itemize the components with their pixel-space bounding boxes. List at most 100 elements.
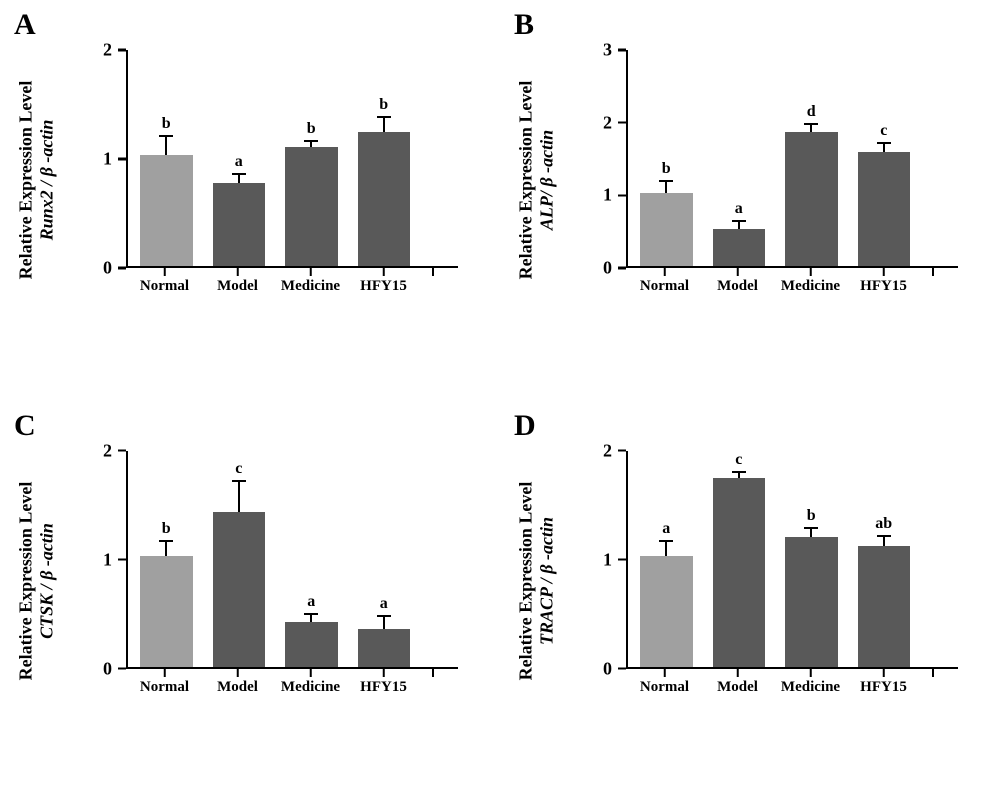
x-tick: HFY15 bbox=[857, 268, 910, 310]
bar bbox=[285, 622, 338, 666]
y-title-line2: ALP/ β -actin bbox=[536, 50, 557, 310]
sig-label: c bbox=[735, 451, 742, 469]
bar-slot: b bbox=[285, 50, 338, 266]
y-tick-label: 1 bbox=[103, 149, 114, 170]
error-cap bbox=[659, 180, 673, 182]
bar-slot: b bbox=[358, 50, 411, 266]
error-bar bbox=[383, 116, 385, 132]
x-tick: Medicine bbox=[284, 669, 337, 711]
x-tick-label: Medicine bbox=[781, 679, 840, 696]
panel-b: B Relative Expression Level ALP/ β -acti… bbox=[500, 0, 1000, 401]
bar-slot: a bbox=[640, 451, 693, 667]
panel-label-d: D bbox=[514, 409, 536, 443]
tick-mark bbox=[618, 667, 626, 670]
x-tick: Model bbox=[211, 669, 264, 711]
x-tick-label: Model bbox=[217, 679, 258, 696]
sig-label: b bbox=[307, 120, 316, 138]
x-tick-label: Model bbox=[717, 278, 758, 295]
error-cap bbox=[732, 220, 746, 222]
error-bar bbox=[165, 540, 167, 556]
panel-c: C Relative Expression Level CTSK / β -ac… bbox=[0, 401, 500, 801]
tick-mark bbox=[118, 49, 126, 52]
tick-mark bbox=[118, 667, 126, 670]
bar bbox=[713, 478, 766, 667]
y-tick: 1 bbox=[98, 149, 126, 170]
tick-mark bbox=[618, 49, 626, 52]
chart-a: Relative Expression Level Runx2 / β -act… bbox=[98, 50, 458, 310]
y-tick: 1 bbox=[98, 549, 126, 570]
x-tick-trailing bbox=[932, 669, 935, 677]
bar-slot: a bbox=[358, 451, 411, 667]
bar bbox=[640, 556, 693, 666]
sig-label: c bbox=[235, 460, 242, 478]
x-tick: Model bbox=[211, 268, 264, 310]
x-tick: Normal bbox=[638, 268, 691, 310]
y-tick-label: 0 bbox=[603, 258, 614, 279]
y-tick: 0 bbox=[598, 658, 626, 679]
bar-slot: d bbox=[785, 50, 838, 266]
bar-slot: b bbox=[640, 50, 693, 266]
error-bar bbox=[810, 527, 812, 537]
y-axis-title-c: Relative Expression Level CTSK / β -acti… bbox=[15, 451, 56, 711]
panel-label-c: C bbox=[14, 409, 36, 443]
sig-label: b bbox=[162, 520, 171, 538]
x-tick-label: Model bbox=[217, 278, 258, 295]
x-tick-mark bbox=[236, 669, 239, 677]
x-tick-label: Medicine bbox=[281, 278, 340, 295]
y-title-line2: Runx2 / β -actin bbox=[36, 50, 57, 310]
x-tick: Model bbox=[711, 268, 764, 310]
error-cap bbox=[877, 142, 891, 144]
bar bbox=[858, 152, 911, 266]
error-bar bbox=[165, 135, 167, 154]
bar bbox=[213, 512, 266, 666]
y-title-line1: Relative Expression Level bbox=[15, 451, 36, 711]
x-tick-label: Normal bbox=[640, 278, 689, 295]
x-tick: HFY15 bbox=[357, 268, 410, 310]
tick-mark bbox=[118, 267, 126, 270]
chart-d: Relative Expression Level TRACP / β -act… bbox=[598, 451, 958, 711]
error-cap bbox=[732, 471, 746, 473]
tick-mark bbox=[118, 449, 126, 452]
sig-label: b bbox=[379, 96, 388, 114]
y-title-line2: TRACP / β -actin bbox=[536, 451, 557, 711]
sig-label: b bbox=[662, 160, 671, 178]
error-cap bbox=[232, 480, 246, 482]
sig-label: a bbox=[662, 520, 670, 538]
y-tick: 0 bbox=[98, 658, 126, 679]
x-tick-mark bbox=[663, 268, 666, 276]
bar bbox=[713, 229, 766, 266]
bar-slot: b bbox=[785, 451, 838, 667]
sig-label: a bbox=[735, 200, 743, 218]
x-tick-mark bbox=[882, 669, 885, 677]
bar bbox=[140, 155, 193, 266]
error-bar bbox=[738, 220, 740, 229]
bar bbox=[785, 537, 838, 667]
x-tick-mark bbox=[382, 669, 385, 677]
x-tick: Model bbox=[711, 669, 764, 711]
y-title-line1: Relative Expression Level bbox=[515, 50, 536, 310]
error-bar bbox=[310, 613, 312, 623]
x-ticks-c: NormalModelMedicineHFY15 bbox=[126, 669, 458, 711]
x-tick-label: HFY15 bbox=[860, 679, 907, 696]
x-tick-label: Normal bbox=[140, 278, 189, 295]
y-tick: 1 bbox=[598, 185, 626, 206]
x-tick-label: HFY15 bbox=[360, 278, 407, 295]
bar-slot: b bbox=[140, 451, 193, 667]
bar-slot: c bbox=[713, 451, 766, 667]
y-ticks-a: 012 bbox=[98, 50, 126, 268]
y-tick: 1 bbox=[598, 549, 626, 570]
x-tick-trailing bbox=[432, 268, 435, 276]
error-cap bbox=[304, 140, 318, 142]
x-tick-mark bbox=[236, 268, 239, 276]
error-bar bbox=[665, 540, 667, 556]
x-ticks-a: Normal Model Medicine HFY15 bbox=[126, 268, 458, 310]
x-tick-mark bbox=[663, 669, 666, 677]
error-cap bbox=[804, 123, 818, 125]
y-title-line2: CTSK / β -actin bbox=[36, 451, 57, 711]
x-tick-mark bbox=[382, 268, 385, 276]
bars-d: acbab bbox=[628, 451, 958, 667]
bar bbox=[213, 183, 266, 266]
x-tick-mark bbox=[809, 669, 812, 677]
y-tick: 3 bbox=[598, 40, 626, 61]
x-tick-label: Medicine bbox=[781, 278, 840, 295]
